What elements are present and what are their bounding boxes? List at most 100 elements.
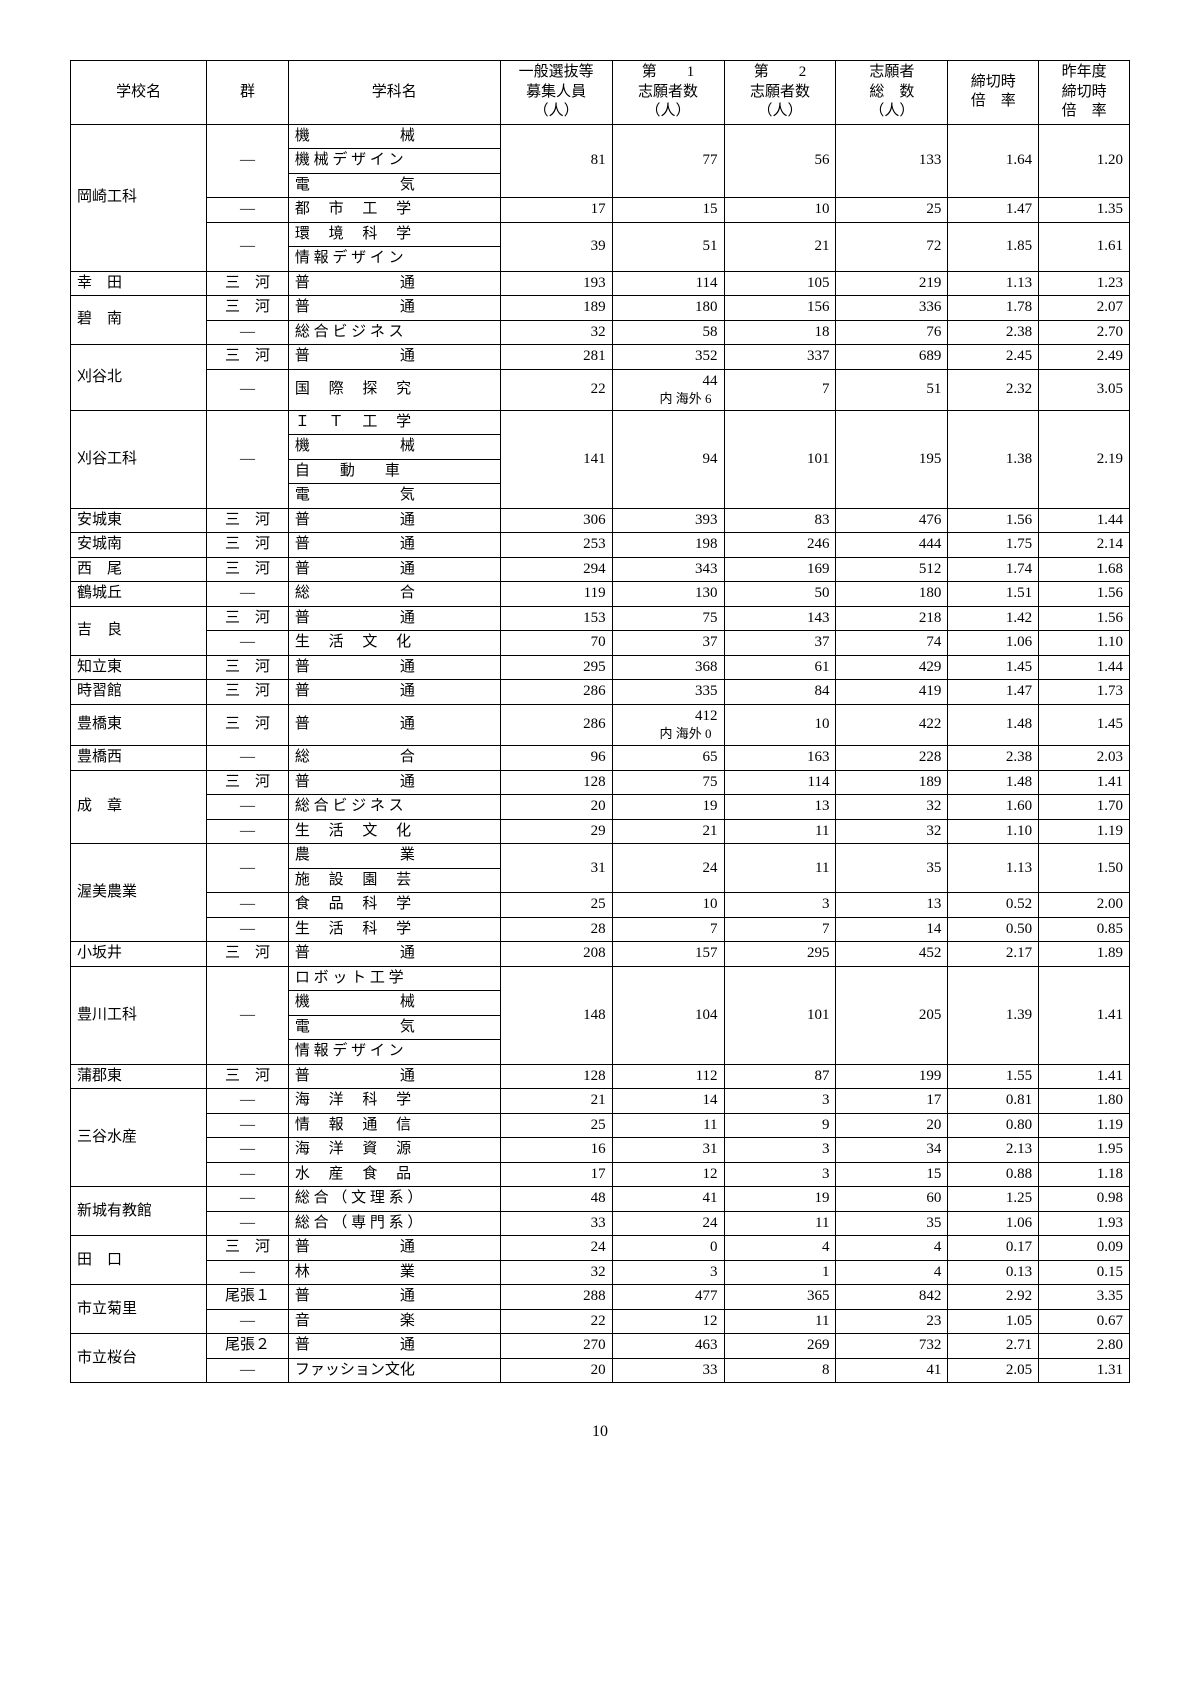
table-row: ―海 洋 資 源16313342.131.95 bbox=[71, 1138, 1130, 1163]
table-row: 豊橋東三 河普 通286412内 海外 0104221.481.45 bbox=[71, 704, 1130, 745]
dept-cell: Ｉ Ｔ 工 学 bbox=[288, 410, 500, 435]
first-cell: 343 bbox=[612, 557, 724, 582]
rate-cell: 1.45 bbox=[948, 655, 1039, 680]
school-cell: 豊橋西 bbox=[71, 746, 207, 771]
dept-cell: 機 械 bbox=[288, 435, 500, 460]
dept-cell: 国 際 探 究 bbox=[288, 369, 500, 410]
total-cell: 180 bbox=[836, 582, 948, 607]
total-cell: 476 bbox=[836, 508, 948, 533]
dept-cell: 施 設 園 芸 bbox=[288, 868, 500, 893]
group-cell: ― bbox=[207, 124, 289, 198]
second-cell: 1 bbox=[724, 1260, 836, 1285]
first-cell: 14 bbox=[612, 1089, 724, 1114]
prev-cell: 2.49 bbox=[1039, 345, 1130, 370]
group-cell: ― bbox=[207, 819, 289, 844]
group-cell: 三 河 bbox=[207, 770, 289, 795]
table-row: 鶴城丘―総 合119130501801.511.56 bbox=[71, 582, 1130, 607]
table-row: 安城東三 河普 通306393834761.561.44 bbox=[71, 508, 1130, 533]
rate-cell: 0.88 bbox=[948, 1162, 1039, 1187]
dept-cell: 農 業 bbox=[288, 844, 500, 869]
rate-cell: 1.64 bbox=[948, 124, 1039, 198]
total-cell: 32 bbox=[836, 795, 948, 820]
group-cell: 三 河 bbox=[207, 942, 289, 967]
dept-cell: 普 通 bbox=[288, 770, 500, 795]
h-cap: 一般選抜等 募集人員 （人） bbox=[500, 61, 612, 125]
second-cell: 4 bbox=[724, 1236, 836, 1261]
dept-cell: 都 市 工 学 bbox=[288, 198, 500, 223]
prev-cell: 1.19 bbox=[1039, 1113, 1130, 1138]
second-cell: 87 bbox=[724, 1064, 836, 1089]
prev-cell: 1.68 bbox=[1039, 557, 1130, 582]
first-cell: 75 bbox=[612, 606, 724, 631]
dept-cell: 総 合 ビ ジ ネ ス bbox=[288, 320, 500, 345]
first-cell: 157 bbox=[612, 942, 724, 967]
second-cell: 169 bbox=[724, 557, 836, 582]
table-row: 蒲郡東三 河普 通128112871991.551.41 bbox=[71, 1064, 1130, 1089]
prev-cell: 1.41 bbox=[1039, 966, 1130, 1064]
h-dept: 学科名 bbox=[288, 61, 500, 125]
first-cell: 393 bbox=[612, 508, 724, 533]
school-cell: 幸 田 bbox=[71, 271, 207, 296]
group-cell: 三 河 bbox=[207, 606, 289, 631]
second-cell: 9 bbox=[724, 1113, 836, 1138]
second-cell: 8 bbox=[724, 1358, 836, 1383]
rate-cell: 1.85 bbox=[948, 222, 1039, 271]
school-cell: 安城東 bbox=[71, 508, 207, 533]
rate-cell: 0.50 bbox=[948, 917, 1039, 942]
rate-cell: 2.71 bbox=[948, 1334, 1039, 1359]
table-row: 知立東三 河普 通295368614291.451.44 bbox=[71, 655, 1130, 680]
rate-cell: 2.17 bbox=[948, 942, 1039, 967]
rate-cell: 0.80 bbox=[948, 1113, 1039, 1138]
second-cell: 143 bbox=[724, 606, 836, 631]
table-row: 刈谷工科―Ｉ Ｔ 工 学141941011951.382.19 bbox=[71, 410, 1130, 435]
capacity-cell: 128 bbox=[500, 770, 612, 795]
school-cell: 豊川工科 bbox=[71, 966, 207, 1064]
first-cell: 198 bbox=[612, 533, 724, 558]
prev-cell: 1.10 bbox=[1039, 631, 1130, 656]
second-cell: 11 bbox=[724, 844, 836, 893]
dept-cell: 普 通 bbox=[288, 1285, 500, 1310]
total-cell: 4 bbox=[836, 1260, 948, 1285]
dept-cell: 普 通 bbox=[288, 606, 500, 631]
total-cell: 218 bbox=[836, 606, 948, 631]
prev-cell: 1.31 bbox=[1039, 1358, 1130, 1383]
dept-cell: 生 活 科 学 bbox=[288, 917, 500, 942]
dept-cell: 普 通 bbox=[288, 533, 500, 558]
prev-cell: 0.85 bbox=[1039, 917, 1130, 942]
rate-cell: 1.42 bbox=[948, 606, 1039, 631]
total-cell: 228 bbox=[836, 746, 948, 771]
total-cell: 35 bbox=[836, 844, 948, 893]
capacity-cell: 31 bbox=[500, 844, 612, 893]
dept-cell: 総 合 bbox=[288, 746, 500, 771]
rate-cell: 2.45 bbox=[948, 345, 1039, 370]
prev-cell: 0.67 bbox=[1039, 1309, 1130, 1334]
school-cell: 刈谷北 bbox=[71, 345, 207, 411]
second-cell: 21 bbox=[724, 222, 836, 271]
first-cell: 477 bbox=[612, 1285, 724, 1310]
table-row: 新城有教館―総 合 （ 文 理 系 ）484119601.250.98 bbox=[71, 1187, 1130, 1212]
second-cell: 84 bbox=[724, 680, 836, 705]
first-cell: 0 bbox=[612, 1236, 724, 1261]
capacity-cell: 48 bbox=[500, 1187, 612, 1212]
group-cell: ― bbox=[207, 1138, 289, 1163]
rate-cell: 1.47 bbox=[948, 198, 1039, 223]
rate-cell: 0.81 bbox=[948, 1089, 1039, 1114]
rate-cell: 1.74 bbox=[948, 557, 1039, 582]
table-row: ―情 報 通 信25119200.801.19 bbox=[71, 1113, 1130, 1138]
capacity-cell: 270 bbox=[500, 1334, 612, 1359]
prev-cell: 1.50 bbox=[1039, 844, 1130, 893]
table-row: 市立桜台尾張２普 通2704632697322.712.80 bbox=[71, 1334, 1130, 1359]
first-cell: 65 bbox=[612, 746, 724, 771]
second-cell: 365 bbox=[724, 1285, 836, 1310]
group-cell: 尾張２ bbox=[207, 1334, 289, 1359]
total-cell: 189 bbox=[836, 770, 948, 795]
group-cell: 三 河 bbox=[207, 680, 289, 705]
school-cell: 新城有教館 bbox=[71, 1187, 207, 1236]
capacity-cell: 17 bbox=[500, 198, 612, 223]
second-cell: 61 bbox=[724, 655, 836, 680]
capacity-cell: 286 bbox=[500, 704, 612, 745]
group-cell: ― bbox=[207, 1187, 289, 1212]
table-row: ―環 境 科 学395121721.851.61 bbox=[71, 222, 1130, 247]
group-cell: ― bbox=[207, 1260, 289, 1285]
first-cell: 41 bbox=[612, 1187, 724, 1212]
